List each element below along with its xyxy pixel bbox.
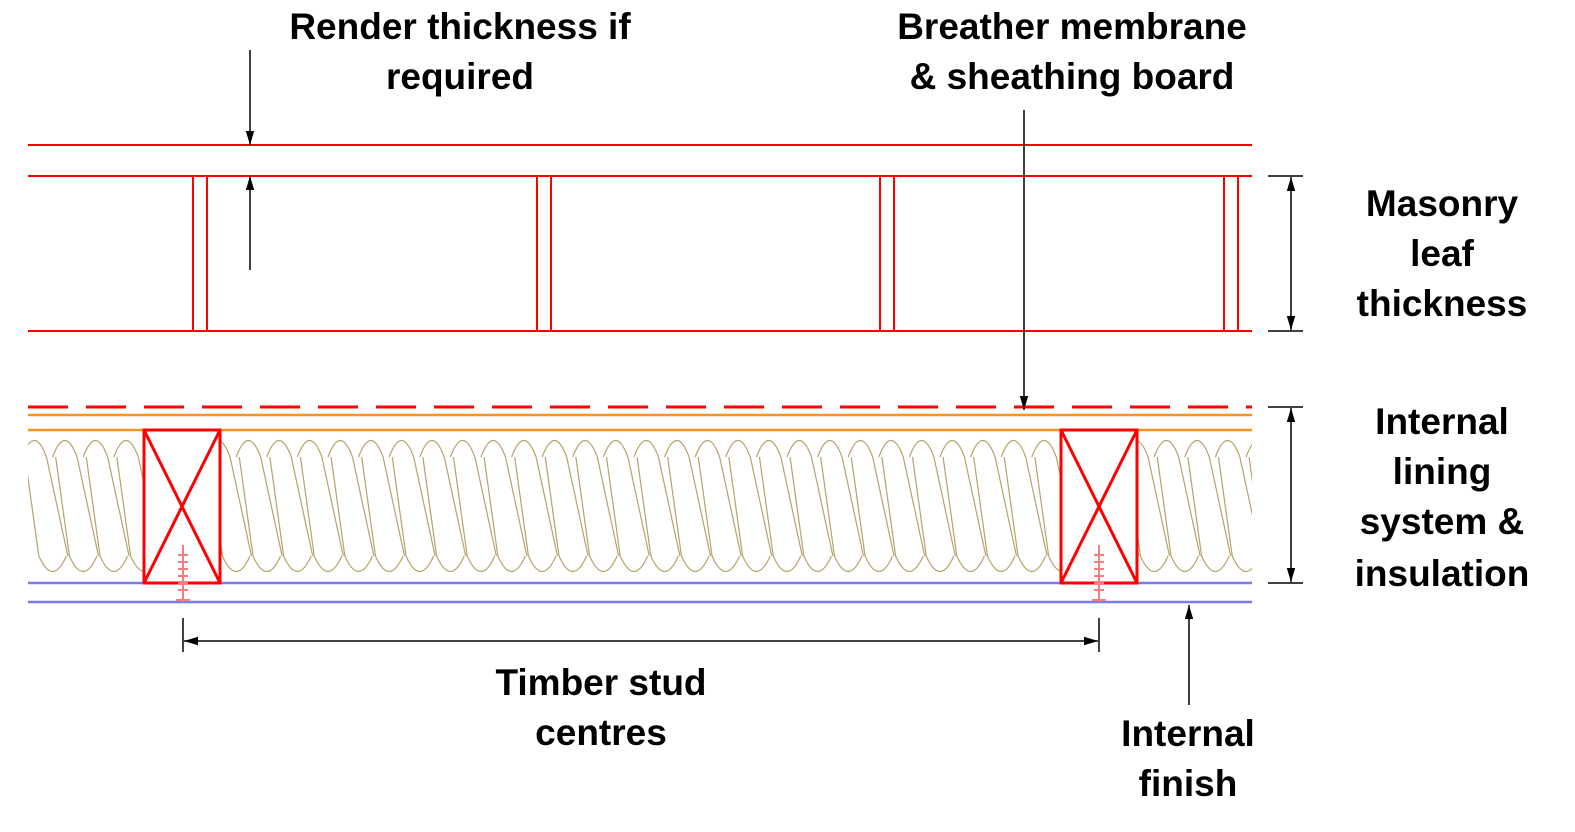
timber-studs xyxy=(142,428,1139,585)
label-breather: Breather membrane & sheathing board xyxy=(897,6,1247,97)
label-render: Render thickness if required xyxy=(289,6,631,97)
screws xyxy=(176,545,1106,602)
label-stud-centres: Timber stud centres xyxy=(495,662,706,753)
screw-icon xyxy=(1092,545,1106,602)
masonry-leaf xyxy=(28,144,1252,332)
screw-icon xyxy=(176,545,190,602)
label-masonry: Masonry leaf thickness xyxy=(1357,183,1528,324)
dimension-lines xyxy=(182,50,1303,705)
label-lining: Internal lining system & insulation xyxy=(1355,401,1530,594)
label-internal-finish: Internal finish xyxy=(1121,713,1255,804)
